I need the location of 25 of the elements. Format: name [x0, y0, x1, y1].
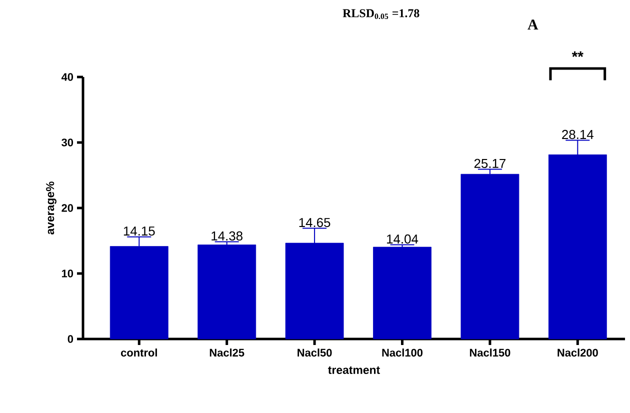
x-tick-label: Nacl50: [298, 348, 332, 357]
data-label: 14.65: [299, 218, 330, 228]
data-label: 28.14: [562, 130, 594, 140]
y-tick-label: 0: [68, 335, 74, 343]
bar: [373, 246, 432, 340]
bar: [198, 244, 256, 340]
text: RLSD$_{0.05}$ =1.78: [342, 9, 420, 20]
x-tick-label: Nacl150: [470, 348, 510, 357]
data-label: 14.38: [212, 231, 242, 241]
text: **: [572, 51, 584, 57]
x-tick-label: control: [120, 348, 157, 357]
x-tick-label: Nacl200: [558, 348, 598, 357]
y-tick-label: 20: [62, 204, 74, 212]
x-tick-label: Nacl100: [382, 348, 422, 357]
y-tick-label: 30: [62, 138, 74, 146]
text: A: [528, 20, 538, 30]
y-tick-label: 40: [61, 73, 74, 81]
y-axis-title: average%: [46, 182, 56, 234]
bar: [460, 174, 520, 340]
data-label: 14.15: [124, 226, 155, 236]
x-axis-title: treatment: [328, 366, 380, 374]
y-tick-label: 10: [62, 270, 74, 278]
data-label: 25.17: [474, 158, 506, 168]
x-tick-label: Nacl25: [210, 348, 244, 357]
data-label: 14.04: [387, 234, 418, 244]
